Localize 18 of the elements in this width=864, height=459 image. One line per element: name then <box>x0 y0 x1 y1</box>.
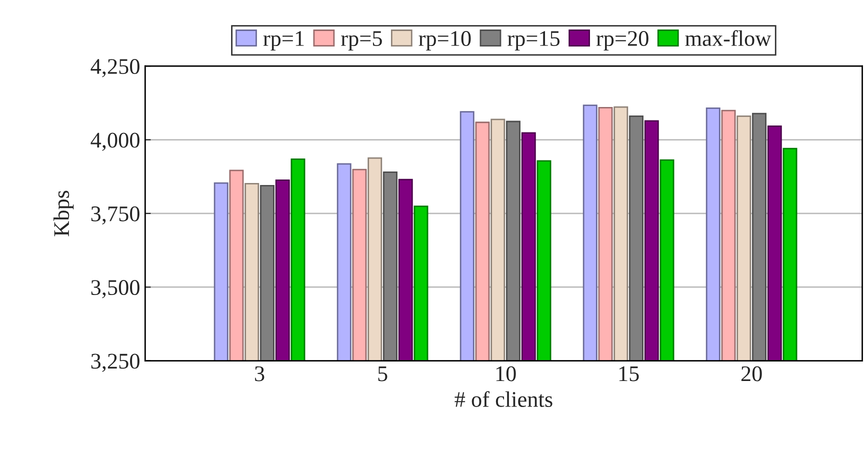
x-axis-title: # of clients <box>454 391 552 407</box>
y-tick-label: 3,500 <box>91 280 140 298</box>
y-tick-label: 3,750 <box>91 206 140 225</box>
y-tick-label: 4,250 <box>90 59 140 78</box>
x-tick-label: 3 <box>255 366 264 382</box>
legend-label: rp=15 <box>508 31 560 51</box>
x-tick-label: 20 <box>741 366 762 382</box>
y-tick-label: 4,000 <box>90 132 140 151</box>
legend-label: rp=5 <box>341 31 382 51</box>
y-tick-label: 3,250 <box>91 354 140 372</box>
legend-label: rp=1 <box>263 31 304 51</box>
legend-label: max-flow <box>685 30 772 46</box>
legend-label: rp=10 <box>418 31 471 51</box>
x-tick-label: 5 <box>378 366 388 382</box>
x-tick-label: 15 <box>619 366 639 382</box>
legend-label: rp=20 <box>596 31 648 51</box>
x-tick-label: 10 <box>496 366 516 382</box>
y-axis-title: Kbps <box>53 190 74 236</box>
